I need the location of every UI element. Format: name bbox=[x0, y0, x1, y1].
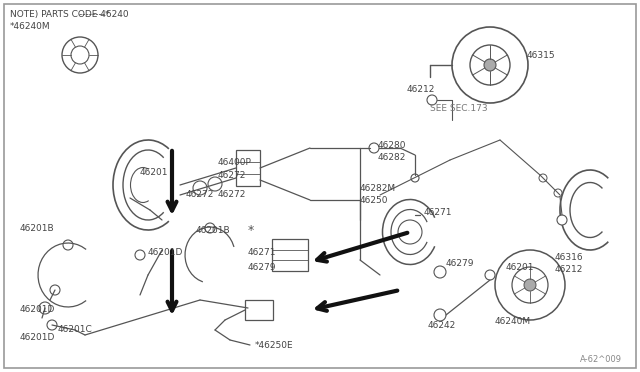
Circle shape bbox=[484, 59, 496, 71]
Text: 46242: 46242 bbox=[428, 321, 456, 330]
Text: 46201C: 46201C bbox=[58, 326, 93, 334]
Text: 46280: 46280 bbox=[378, 141, 406, 150]
Text: 46201B: 46201B bbox=[20, 224, 54, 232]
Text: 46272: 46272 bbox=[186, 189, 214, 199]
Circle shape bbox=[485, 270, 495, 280]
Text: 46272: 46272 bbox=[218, 170, 246, 180]
Text: 46212: 46212 bbox=[407, 84, 435, 93]
Text: A-62^009: A-62^009 bbox=[580, 356, 622, 365]
Text: 46240M: 46240M bbox=[495, 317, 531, 327]
Text: 46201D: 46201D bbox=[148, 247, 184, 257]
Text: SEE SEC.173: SEE SEC.173 bbox=[430, 103, 488, 112]
Circle shape bbox=[205, 223, 215, 233]
Text: 46316: 46316 bbox=[555, 253, 584, 263]
Circle shape bbox=[434, 266, 446, 278]
Text: 46250: 46250 bbox=[360, 196, 388, 205]
Circle shape bbox=[47, 320, 57, 330]
Text: 46201D: 46201D bbox=[20, 334, 56, 343]
Circle shape bbox=[524, 279, 536, 291]
Text: 46201B: 46201B bbox=[196, 225, 230, 234]
Text: 46282: 46282 bbox=[378, 153, 406, 161]
Circle shape bbox=[539, 174, 547, 182]
Text: 46271: 46271 bbox=[424, 208, 452, 217]
Text: *46250E: *46250E bbox=[255, 340, 294, 350]
Circle shape bbox=[39, 302, 51, 314]
Text: --------*: --------* bbox=[10, 10, 109, 19]
Text: 46201: 46201 bbox=[140, 167, 168, 176]
Text: 46212: 46212 bbox=[555, 266, 584, 275]
Text: 46282M: 46282M bbox=[360, 183, 396, 192]
Circle shape bbox=[434, 309, 446, 321]
Circle shape bbox=[50, 285, 60, 295]
Text: 46271: 46271 bbox=[248, 247, 276, 257]
Circle shape bbox=[554, 189, 562, 197]
Text: NOTE) PARTS CODE 46240: NOTE) PARTS CODE 46240 bbox=[10, 10, 129, 19]
Text: *46240M: *46240M bbox=[10, 22, 51, 31]
Circle shape bbox=[557, 215, 567, 225]
Text: 46201: 46201 bbox=[506, 263, 534, 273]
Circle shape bbox=[63, 240, 73, 250]
Text: 46279: 46279 bbox=[248, 263, 276, 273]
Text: *: * bbox=[248, 224, 254, 237]
Circle shape bbox=[369, 143, 379, 153]
Circle shape bbox=[135, 250, 145, 260]
Text: 46315: 46315 bbox=[527, 51, 556, 60]
Text: 46201D: 46201D bbox=[20, 305, 56, 314]
Text: 46400P: 46400P bbox=[218, 157, 252, 167]
Text: 46279: 46279 bbox=[446, 260, 474, 269]
Circle shape bbox=[427, 95, 437, 105]
Text: 46272: 46272 bbox=[218, 189, 246, 199]
Circle shape bbox=[411, 174, 419, 182]
